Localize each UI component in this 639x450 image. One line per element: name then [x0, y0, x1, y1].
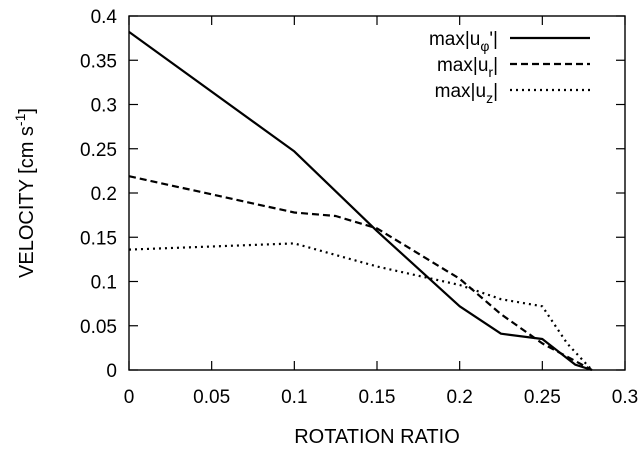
- x-tick-label: 0.25: [524, 387, 561, 408]
- x-tick-label: 0: [124, 387, 135, 408]
- plot-frame: [129, 16, 625, 370]
- x-axis-label: ROTATION RATIO: [294, 426, 460, 448]
- legend-label-2: max|uz|: [435, 81, 498, 106]
- x-axis-ticks: 0 0.05 0.1 0.15 0.2 0.25 0.3: [124, 16, 639, 408]
- y-tick-label: 0.35: [80, 51, 117, 72]
- legend: max|uφ'| max|ur| max|uz|: [429, 29, 590, 106]
- y-tick-label: 0.25: [80, 140, 117, 161]
- y-tick-label: 0.1: [91, 273, 117, 294]
- series-line-2: [129, 243, 592, 370]
- x-tick-label: 0.1: [281, 387, 307, 408]
- y-axis-label: VELOCITY [cm s-1]: [12, 108, 38, 278]
- x-tick-label: 0.3: [612, 387, 638, 408]
- series-layer: [129, 32, 592, 370]
- legend-label-1: max|ur|: [437, 55, 498, 80]
- y-tick-label: 0.4: [91, 7, 118, 28]
- x-tick-label: 0.15: [359, 387, 396, 408]
- x-tick-label: 0.05: [193, 387, 230, 408]
- y-tick-label: 0.2: [91, 184, 117, 205]
- legend-label-0: max|uφ'|: [429, 29, 498, 54]
- y-tick-label: 0.15: [80, 228, 117, 249]
- series-line-0: [129, 32, 592, 370]
- y-tick-label: 0.3: [91, 96, 117, 117]
- y-tick-label: 0: [106, 361, 117, 382]
- x-tick-label: 0.2: [446, 387, 472, 408]
- y-tick-label: 0.05: [80, 317, 117, 338]
- series-line-1: [129, 176, 592, 370]
